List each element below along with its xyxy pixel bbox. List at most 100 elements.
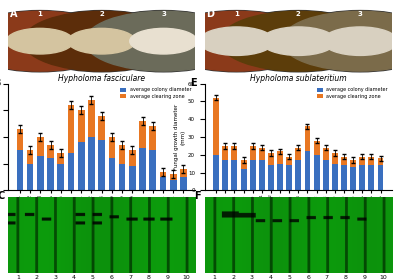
Bar [180, 177, 187, 190]
Text: 3: 3 [161, 11, 166, 17]
Bar [16, 129, 23, 150]
Bar [119, 145, 126, 164]
Bar [359, 157, 365, 165]
Bar [222, 160, 228, 190]
Bar [341, 157, 347, 165]
Circle shape [220, 11, 377, 71]
Bar [295, 148, 301, 160]
Circle shape [282, 11, 400, 71]
Bar [88, 137, 95, 190]
Title: Hypholoma fasciculare: Hypholoma fasciculare [58, 74, 145, 83]
Bar [332, 153, 338, 164]
Legend: average colony diameter, average clearing zone: average colony diameter, average clearin… [315, 86, 390, 100]
Bar [240, 169, 246, 190]
Circle shape [21, 11, 182, 72]
Circle shape [280, 11, 400, 72]
Bar [129, 150, 136, 166]
Circle shape [158, 11, 315, 71]
Bar [314, 141, 320, 155]
Legend: average colony diameter, average clearing zone: average colony diameter, average clearin… [119, 86, 193, 100]
Bar [378, 165, 384, 190]
Bar [68, 105, 74, 153]
Bar [368, 165, 374, 190]
Text: C: C [0, 191, 4, 201]
Bar [170, 180, 176, 190]
Bar [98, 140, 105, 190]
Bar [213, 155, 219, 190]
Circle shape [85, 11, 242, 71]
Bar [368, 157, 374, 165]
Bar [378, 158, 384, 165]
Bar [68, 153, 74, 190]
Bar [286, 157, 292, 165]
Bar [98, 116, 105, 140]
Bar [250, 146, 256, 160]
Text: F: F [194, 191, 201, 201]
Bar [160, 177, 166, 190]
Circle shape [130, 28, 197, 54]
Bar [314, 155, 320, 190]
Bar [286, 165, 292, 190]
Circle shape [6, 28, 74, 54]
Bar [108, 137, 115, 158]
Bar [304, 126, 310, 151]
Text: 3: 3 [358, 11, 362, 17]
Text: 2: 2 [99, 11, 104, 17]
Bar [27, 150, 33, 164]
Bar [250, 160, 256, 190]
Bar [119, 164, 126, 190]
Circle shape [156, 11, 317, 72]
Bar [47, 158, 54, 190]
Circle shape [261, 27, 336, 56]
Bar [295, 160, 301, 190]
Title: Hypholoma sublateritium: Hypholoma sublateritium [250, 74, 347, 83]
Bar [150, 150, 156, 190]
Circle shape [0, 11, 118, 71]
Bar [150, 126, 156, 150]
Circle shape [218, 11, 379, 72]
X-axis label: Media and test microbes: Media and test microbes [268, 212, 328, 217]
Bar [232, 160, 237, 190]
Bar [222, 146, 228, 160]
Bar [277, 164, 283, 190]
Text: A: A [10, 9, 17, 19]
Bar [170, 174, 176, 180]
Bar [259, 148, 265, 160]
Circle shape [323, 27, 398, 56]
Y-axis label: Fungal growth diameter
(mm): Fungal growth diameter (mm) [174, 104, 185, 170]
Circle shape [23, 11, 180, 71]
Bar [213, 98, 219, 155]
Bar [78, 110, 84, 142]
Bar [323, 160, 329, 190]
Text: 1: 1 [38, 11, 42, 17]
Bar [160, 172, 166, 177]
Bar [350, 160, 356, 167]
Bar [139, 148, 146, 190]
Bar [37, 137, 44, 156]
Bar [108, 158, 115, 190]
X-axis label: Media and test microbes: Media and test microbes [72, 211, 132, 217]
Circle shape [199, 27, 274, 56]
Bar [232, 146, 237, 160]
Bar [37, 156, 44, 190]
Bar [27, 164, 33, 190]
Bar [323, 148, 329, 160]
Text: 1: 1 [234, 11, 239, 17]
Bar [332, 164, 338, 190]
Bar [259, 160, 265, 190]
Circle shape [0, 11, 120, 72]
Bar [139, 121, 146, 148]
Bar [88, 100, 95, 137]
Bar [58, 164, 64, 190]
Bar [277, 151, 283, 164]
Bar [78, 142, 84, 190]
Circle shape [83, 11, 244, 72]
Bar [47, 145, 54, 158]
Circle shape [68, 28, 135, 54]
Text: E: E [190, 78, 196, 88]
Bar [350, 167, 356, 190]
Bar [359, 165, 365, 190]
Bar [129, 166, 136, 190]
Bar [341, 165, 347, 190]
Bar [304, 151, 310, 190]
